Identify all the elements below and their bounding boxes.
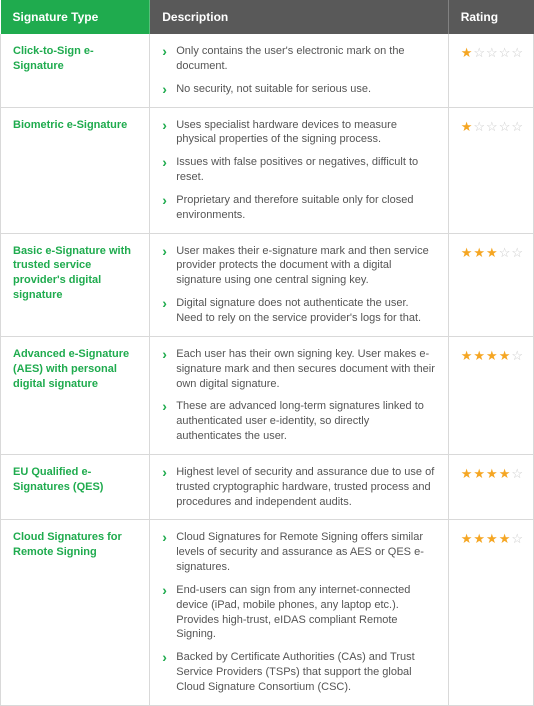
signature-type-cell: Basic e-Signature with trusted service p… bbox=[1, 233, 150, 336]
star-empty-icon: ☆ bbox=[499, 118, 512, 136]
description-item: End-users can sign from any internet-con… bbox=[162, 583, 435, 642]
description-item: Each user has their own signing key. Use… bbox=[162, 347, 435, 392]
rating-stars: ★★★★☆ bbox=[461, 347, 521, 365]
star-empty-icon: ☆ bbox=[486, 44, 499, 62]
description-cell: Cloud Signatures for Remote Signing offe… bbox=[150, 520, 448, 705]
star-filled-icon: ★ bbox=[499, 347, 512, 365]
col-header-signature-type: Signature Type bbox=[1, 0, 150, 34]
description-item: Uses specialist hardware devices to meas… bbox=[162, 118, 435, 148]
table-header-row: Signature Type Description Rating bbox=[1, 0, 534, 34]
description-item: Cloud Signatures for Remote Signing offe… bbox=[162, 530, 435, 575]
signature-type-cell: Biometric e-Signature bbox=[1, 107, 150, 233]
star-filled-icon: ★ bbox=[461, 347, 474, 365]
description-item: Proprietary and therefore suitable only … bbox=[162, 193, 435, 223]
star-empty-icon: ☆ bbox=[486, 118, 499, 136]
star-filled-icon: ★ bbox=[461, 530, 474, 548]
rating-stars: ★★★☆☆ bbox=[461, 244, 521, 262]
rating-stars: ★★★★☆ bbox=[461, 530, 521, 548]
star-filled-icon: ★ bbox=[499, 465, 512, 483]
table-row: Basic e-Signature with trusted service p… bbox=[1, 233, 534, 336]
star-filled-icon: ★ bbox=[473, 244, 486, 262]
signature-types-table: Signature Type Description Rating Click-… bbox=[0, 0, 534, 706]
description-list: Only contains the user's electronic mark… bbox=[162, 44, 435, 97]
description-item: These are advanced long-term signatures … bbox=[162, 399, 435, 444]
star-filled-icon: ★ bbox=[473, 530, 486, 548]
description-cell: Only contains the user's electronic mark… bbox=[150, 34, 448, 107]
description-cell: Highest level of security and assurance … bbox=[150, 454, 448, 520]
description-list: Cloud Signatures for Remote Signing offe… bbox=[162, 530, 435, 694]
description-item: User makes their e-signature mark and th… bbox=[162, 244, 435, 289]
description-list: Highest level of security and assurance … bbox=[162, 465, 435, 510]
star-filled-icon: ★ bbox=[461, 465, 474, 483]
rating-stars: ★★★★☆ bbox=[461, 465, 521, 483]
description-item: Digital signature does not authenticate … bbox=[162, 296, 435, 326]
star-filled-icon: ★ bbox=[461, 44, 474, 62]
table-row: Cloud Signatures for Remote Signing Cloud… bbox=[1, 520, 534, 705]
signature-type-cell: Click-to-Sign e-Signature bbox=[1, 34, 150, 107]
description-list: User makes their e-signature mark and th… bbox=[162, 244, 435, 326]
star-filled-icon: ★ bbox=[473, 347, 486, 365]
star-empty-icon: ☆ bbox=[511, 118, 524, 136]
rating-stars: ★☆☆☆☆ bbox=[461, 44, 521, 62]
description-item: No security, not suitable for serious us… bbox=[162, 82, 435, 97]
star-filled-icon: ★ bbox=[486, 465, 499, 483]
star-filled-icon: ★ bbox=[486, 347, 499, 365]
star-filled-icon: ★ bbox=[499, 530, 512, 548]
signature-type-cell: Advanced e-Signature (AES) with personal… bbox=[1, 336, 150, 454]
description-list: Each user has their own signing key. Use… bbox=[162, 347, 435, 444]
star-filled-icon: ★ bbox=[473, 465, 486, 483]
signature-type-cell: Cloud Signatures for Remote Signing bbox=[1, 520, 150, 705]
rating-cell: ★☆☆☆☆ bbox=[448, 34, 533, 107]
star-filled-icon: ★ bbox=[461, 244, 474, 262]
table-row: Advanced e-Signature (AES) with personal… bbox=[1, 336, 534, 454]
star-empty-icon: ☆ bbox=[511, 244, 524, 262]
star-empty-icon: ☆ bbox=[473, 44, 486, 62]
star-empty-icon: ☆ bbox=[511, 530, 524, 548]
star-empty-icon: ☆ bbox=[499, 244, 512, 262]
star-filled-icon: ★ bbox=[461, 118, 474, 136]
col-header-description: Description bbox=[150, 0, 448, 34]
rating-cell: ★★★☆☆ bbox=[448, 233, 533, 336]
rating-cell: ★★★★☆ bbox=[448, 454, 533, 520]
table-row: Click-to-Sign e-Signature Only contains t… bbox=[1, 34, 534, 107]
col-header-rating: Rating bbox=[448, 0, 533, 34]
rating-cell: ★★★★☆ bbox=[448, 520, 533, 705]
description-cell: User makes their e-signature mark and th… bbox=[150, 233, 448, 336]
star-empty-icon: ☆ bbox=[511, 347, 524, 365]
rating-stars: ★☆☆☆☆ bbox=[461, 118, 521, 136]
description-item: Backed by Certificate Authorities (CAs) … bbox=[162, 650, 435, 695]
star-empty-icon: ☆ bbox=[473, 118, 486, 136]
table-row: EU Qualified e-Signatures (QES) Highest l… bbox=[1, 454, 534, 520]
star-empty-icon: ☆ bbox=[511, 44, 524, 62]
description-list: Uses specialist hardware devices to meas… bbox=[162, 118, 435, 223]
description-item: Highest level of security and assurance … bbox=[162, 465, 435, 510]
signature-type-cell: EU Qualified e-Signatures (QES) bbox=[1, 454, 150, 520]
rating-cell: ★★★★☆ bbox=[448, 336, 533, 454]
star-filled-icon: ★ bbox=[486, 244, 499, 262]
description-item: Only contains the user's electronic mark… bbox=[162, 44, 435, 74]
rating-cell: ★☆☆☆☆ bbox=[448, 107, 533, 233]
description-cell: Each user has their own signing key. Use… bbox=[150, 336, 448, 454]
star-empty-icon: ☆ bbox=[499, 44, 512, 62]
description-cell: Uses specialist hardware devices to meas… bbox=[150, 107, 448, 233]
star-filled-icon: ★ bbox=[486, 530, 499, 548]
description-item: Issues with false positives or negatives… bbox=[162, 155, 435, 185]
star-empty-icon: ☆ bbox=[511, 465, 524, 483]
table-row: Biometric e-Signature Uses specialist har… bbox=[1, 107, 534, 233]
